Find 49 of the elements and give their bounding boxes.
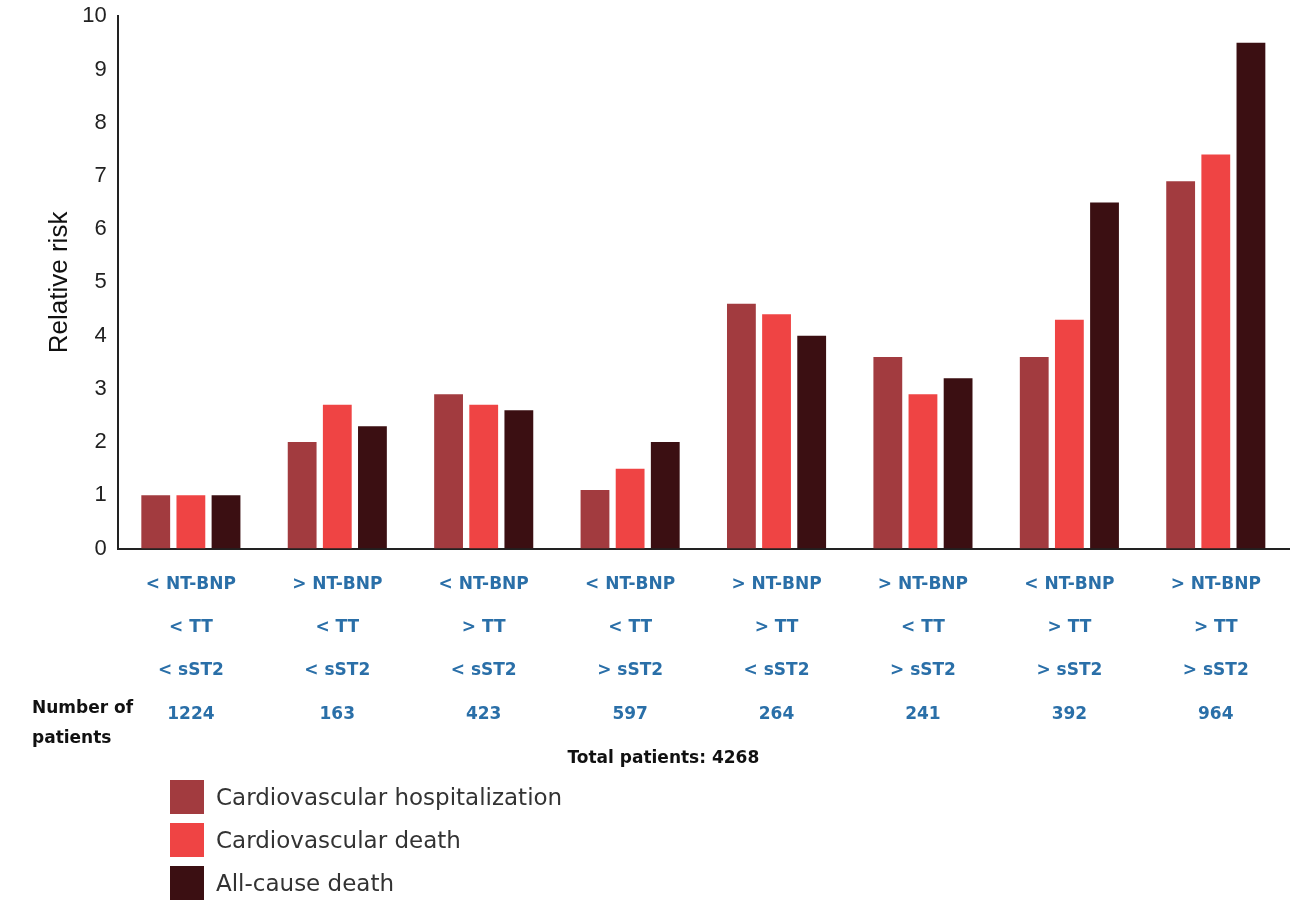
y-tick-label: 6: [94, 215, 107, 241]
y-tick-label: 10: [82, 2, 107, 28]
y-tick-label: 0: [94, 534, 107, 560]
bar: [1090, 202, 1119, 549]
bar: [943, 378, 973, 549]
bar: [580, 490, 610, 549]
bar: [176, 495, 206, 549]
bar: [434, 394, 463, 549]
bar: [873, 356, 903, 549]
bar: [797, 335, 827, 549]
bar: [211, 495, 241, 549]
bar: [762, 314, 791, 549]
y-tick-label: 4: [94, 321, 107, 347]
bar: [1054, 319, 1084, 549]
y-tick-label: 1: [94, 481, 107, 507]
category-label: > NT-BNP < TT < sST2 163: [292, 572, 383, 723]
bar: [1166, 181, 1196, 549]
category-label: > NT-BNP > TT < sST2 264: [731, 572, 822, 723]
text: Number of patients: [32, 697, 134, 748]
y-tick-label: 5: [94, 268, 107, 294]
y-tick-label: 7: [94, 161, 107, 187]
category-label: < NT-BNP < TT > sST2 597: [585, 572, 676, 723]
category-label: < NT-BNP > TT < sST2 423: [438, 572, 529, 723]
bar: [1201, 154, 1231, 549]
bar: [650, 442, 680, 549]
bar: [727, 303, 756, 549]
bar: [504, 410, 534, 549]
y-axis-title: Relative risk: [42, 210, 73, 354]
legend-label: Cardiovascular death: [216, 826, 461, 853]
bar: [1236, 42, 1266, 549]
text: Total patients: 4268: [567, 747, 760, 768]
bar: [358, 426, 387, 549]
y-tick-label: 3: [94, 374, 107, 400]
bar: [1019, 356, 1049, 549]
y-tick-label: 9: [94, 55, 107, 81]
category-label: < NT-BNP < TT < sST2 1224: [145, 572, 236, 723]
bar: [141, 495, 171, 549]
y-tick-label: 2: [94, 428, 107, 454]
category-label: > NT-BNP < TT > sST2 241: [877, 572, 969, 723]
category-label: > NT-BNP > TT > sST2 964: [1170, 572, 1261, 723]
legend-label: All-cause death: [216, 869, 395, 896]
category-label: < NT-BNP > TT > sST2 392: [1024, 572, 1115, 723]
bar: [615, 468, 645, 549]
y-tick-label: 8: [94, 108, 107, 134]
legend-label: Cardiovascular hospitalization: [216, 783, 563, 810]
bar: [322, 404, 352, 549]
bar: [287, 442, 317, 549]
bar: [469, 404, 499, 549]
bar: [908, 394, 938, 549]
